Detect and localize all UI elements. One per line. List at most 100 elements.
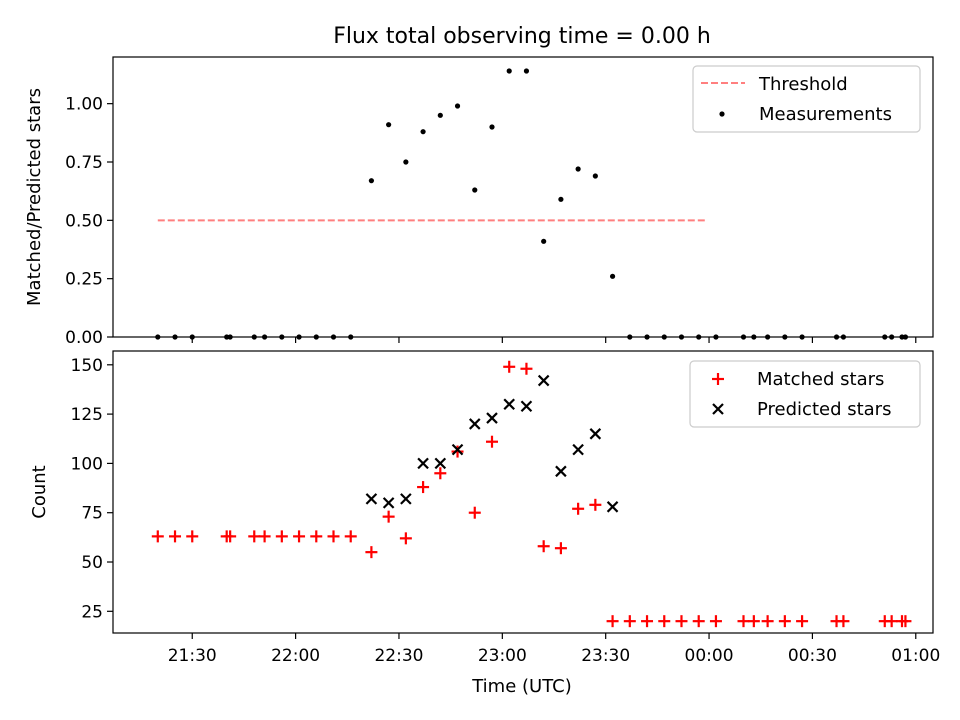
matched-star-point bbox=[572, 502, 585, 515]
predicted-star-point bbox=[537, 374, 550, 387]
matched-star-point bbox=[796, 615, 809, 628]
measurement-point bbox=[575, 166, 581, 172]
predicted-star-point bbox=[606, 501, 619, 513]
matched-star-point bbox=[248, 530, 261, 543]
x-tick-label: 23:00 bbox=[478, 646, 527, 666]
matched-stars-legend-marker bbox=[712, 373, 724, 385]
measurement-point bbox=[558, 196, 564, 202]
matched-star-point bbox=[310, 530, 323, 543]
bottom-y-tick-label: 150 bbox=[71, 356, 103, 376]
predicted-star-point bbox=[417, 457, 429, 470]
matched-star-point bbox=[554, 542, 567, 555]
matched-star-point bbox=[399, 532, 412, 545]
bottom-legend: Matched stars Predicted stars bbox=[689, 360, 921, 428]
measurement-point bbox=[437, 112, 443, 118]
matched-star-point bbox=[737, 615, 750, 628]
predicted-star-point bbox=[451, 443, 464, 456]
predicted-stars-legend-marker bbox=[712, 403, 724, 415]
x-tick-label: 01:00 bbox=[891, 646, 940, 666]
x-tick-label: 23:30 bbox=[581, 646, 630, 666]
measurements-legend-label: Measurements bbox=[759, 104, 892, 125]
measurement-point bbox=[403, 159, 409, 165]
matched-star-point bbox=[623, 615, 636, 628]
bottom-y-tick-label: 25 bbox=[81, 602, 103, 622]
predicted-star-point bbox=[555, 465, 567, 478]
bottom-y-axis-label: Count bbox=[29, 465, 50, 518]
x-tick-label: 22:00 bbox=[271, 646, 320, 666]
measurement-point bbox=[489, 124, 495, 130]
top-y-axis-label: Matched/Predicted stars bbox=[24, 88, 45, 306]
matched-star-point bbox=[675, 615, 688, 628]
measurement-point bbox=[541, 238, 547, 244]
chart-title: Flux total observing time = 0.00 h bbox=[333, 24, 711, 49]
measurement-point bbox=[454, 103, 461, 109]
predicted-star-point bbox=[572, 443, 584, 456]
matched-stars-legend-label: Matched stars bbox=[757, 369, 884, 390]
matched-star-point bbox=[709, 615, 722, 628]
matched-star-point bbox=[537, 540, 550, 553]
matched-star-point bbox=[169, 530, 182, 543]
matched-star-point bbox=[589, 498, 602, 511]
measurement-point bbox=[420, 129, 426, 135]
matched-star-point bbox=[885, 615, 898, 628]
bottom-plot-panel: 25 50 75 100 125 150 21:30 22:00 22:30 23:00 23:30… bbox=[29, 350, 940, 697]
x-tick-label: 00:30 bbox=[788, 646, 837, 666]
matched-star-point bbox=[468, 506, 481, 519]
matched-star-point bbox=[327, 530, 340, 543]
measurement-point bbox=[506, 68, 512, 74]
top-legend: Threshold Measurements bbox=[692, 65, 921, 133]
measurements-legend-marker bbox=[719, 111, 725, 117]
bottom-y-tick-label: 75 bbox=[81, 504, 103, 524]
predicted-star-point bbox=[503, 398, 515, 411]
measurement-point bbox=[368, 178, 375, 184]
bottom-plot-frame bbox=[112, 350, 934, 634]
predicted-star-point bbox=[486, 412, 498, 424]
threshold-legend-label: Threshold bbox=[758, 74, 848, 95]
matched-star-point bbox=[434, 467, 447, 480]
predicted-star-point bbox=[382, 497, 395, 509]
measurement-point bbox=[523, 68, 530, 74]
bottom-y-tick-label: 125 bbox=[71, 405, 103, 425]
top-y-tick-label: 0.00 bbox=[65, 328, 103, 348]
matched-star-point bbox=[606, 615, 619, 628]
matched-star-point bbox=[520, 362, 533, 375]
matched-star-point bbox=[186, 530, 199, 543]
measurement-point bbox=[472, 187, 478, 193]
predicted-star-point bbox=[365, 493, 378, 505]
matched-star-point bbox=[365, 546, 378, 559]
x-axis-label: Time (UTC) bbox=[471, 676, 572, 697]
top-y-tick-label: 1.00 bbox=[65, 95, 103, 115]
bottom-y-tick-label: 50 bbox=[81, 553, 103, 573]
matched-star-point bbox=[503, 360, 516, 373]
matched-star-point bbox=[761, 615, 774, 628]
measurement-point bbox=[592, 173, 598, 179]
matched-star-point bbox=[275, 530, 288, 543]
predicted-star-point bbox=[468, 418, 481, 430]
x-tick-label: 22:30 bbox=[374, 646, 423, 666]
top-plot-panel: 0.00 0.25 0.50 0.75 1.00 Matched/Predicted s… bbox=[24, 56, 934, 348]
x-tick-label: 00:00 bbox=[685, 646, 734, 666]
matched-star-point bbox=[258, 530, 271, 543]
predicted-star-point bbox=[434, 457, 447, 470]
matched-star-point bbox=[224, 530, 237, 543]
x-tick-label: 21:30 bbox=[168, 646, 217, 666]
matched-star-point bbox=[417, 481, 430, 494]
predicted-stars-legend-label: Predicted stars bbox=[757, 399, 891, 420]
predicted-star-point bbox=[589, 428, 602, 440]
top-y-tick-label: 0.50 bbox=[65, 211, 103, 231]
matched-star-point bbox=[778, 615, 791, 628]
matched-star-point bbox=[658, 615, 671, 628]
matched-star-point bbox=[692, 615, 705, 628]
top-y-tick-label: 0.75 bbox=[65, 153, 103, 173]
measurement-point bbox=[609, 273, 616, 279]
top-y-tick-label: 0.25 bbox=[65, 270, 103, 290]
predicted-star-point bbox=[400, 493, 412, 505]
matched-star-point bbox=[344, 530, 357, 543]
measurement-point bbox=[386, 122, 392, 128]
matched-star-point bbox=[293, 530, 306, 543]
matched-star-point bbox=[451, 445, 464, 458]
matched-star-point bbox=[641, 615, 654, 628]
top-plot-frame bbox=[112, 56, 934, 338]
matched-star-point bbox=[382, 510, 395, 523]
matched-star-point bbox=[151, 530, 164, 543]
